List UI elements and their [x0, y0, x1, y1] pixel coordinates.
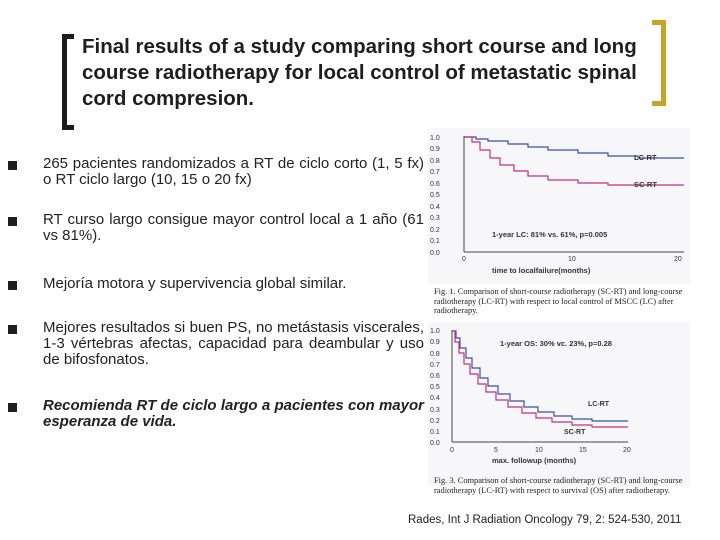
y-tick-label: 0.6	[430, 373, 440, 380]
slide-title: Final results of a study comparing short…	[82, 35, 637, 110]
bullet-text: Recomienda RT de ciclo largo a pacientes…	[43, 397, 424, 430]
y-tick-label: 0.6	[430, 181, 440, 188]
y-tick-label: 0.2	[430, 227, 440, 234]
figure-caption: Fig. 3. Comparison of short-course radio…	[434, 476, 683, 495]
y-tick-label: 0.3	[430, 407, 440, 414]
title-bracket-left	[62, 34, 74, 130]
series-label-sc-rt: SC-RT	[564, 429, 586, 436]
bullet-item: Mejoría motora y supervivencia global si…	[8, 276, 424, 292]
bullet-text: Mejoría motora y supervivencia global si…	[43, 275, 347, 292]
km-plot-local-control: 0.0 0.1 0.2 0.3 0.4 0.5 0.6 0.7 0.8 0.9 …	[430, 135, 684, 275]
y-tick-label: 1.0	[430, 328, 440, 335]
bullet-text: Mejores resultados si buen PS, no metást…	[43, 319, 424, 368]
y-tick-label: 0.0	[430, 440, 440, 447]
annotation: 1-year LC: 81% vs. 61%, p=0.005	[492, 230, 607, 239]
y-tick-label: 0.4	[430, 395, 440, 402]
sc-rt-curve	[464, 136, 684, 186]
y-tick-label: 0.7	[430, 362, 440, 369]
y-tick-label: 0.9	[430, 339, 440, 346]
sc-rt-curve	[452, 330, 628, 428]
y-tick-label: 0.3	[430, 215, 440, 222]
y-tick-label: 0.8	[430, 351, 440, 358]
square-bullet-icon	[8, 281, 17, 290]
y-tick-label: 1.0	[430, 135, 440, 142]
km-plot-overall-survival: 0.0 0.1 0.2 0.3 0.4 0.5 0.6 0.7 0.8 0.9 …	[430, 328, 631, 465]
x-tick-label: 10	[535, 447, 543, 454]
y-tick-label: 0.1	[430, 429, 440, 436]
y-tick-label: 0.5	[430, 192, 440, 199]
x-tick-label: 0	[462, 256, 466, 263]
x-tick-label: 10	[568, 256, 576, 263]
x-axis-label: max. followup (months)	[492, 456, 577, 465]
bullet-item: Recomienda RT de ciclo largo a pacientes…	[8, 398, 424, 430]
series-label-sc-rt: SC-RT	[634, 180, 657, 189]
y-tick-label: 0.8	[430, 158, 440, 165]
x-tick-label: 15	[579, 447, 587, 454]
title-bracket-right	[652, 20, 666, 106]
bullet-text: RT curso largo consigue mayor control lo…	[43, 211, 424, 244]
x-tick-label: 0	[450, 447, 454, 454]
y-tick-label: 0.9	[430, 146, 440, 153]
bullet-item: 265 pacientes randomizados a RT de ciclo…	[8, 156, 424, 188]
lc-rt-curve	[464, 136, 684, 159]
square-bullet-icon	[8, 325, 17, 334]
y-tick-label: 0.1	[430, 238, 440, 245]
series-label-lc-rt: LC-RT	[588, 401, 610, 408]
x-tick-label: 5	[494, 447, 498, 454]
x-tick-label: 20	[623, 447, 631, 454]
bullet-item: Mejores resultados si buen PS, no metást…	[8, 320, 424, 368]
y-tick-label: 0.2	[430, 418, 440, 425]
bullet-text: 265 pacientes randomizados a RT de ciclo…	[43, 155, 424, 188]
y-tick-label: 0.0	[430, 250, 440, 257]
square-bullet-icon	[8, 403, 17, 412]
y-tick-label: 0.4	[430, 204, 440, 211]
figure-local-control: 0.0 0.1 0.2 0.3 0.4 0.5 0.6 0.7 0.8 0.9 …	[428, 128, 690, 284]
y-tick-label: 0.7	[430, 169, 440, 176]
y-tick-label: 0.5	[430, 384, 440, 391]
figure-caption: Fig. 1. Comparison of short-course radio…	[434, 287, 683, 315]
x-tick-label: 20	[674, 256, 682, 263]
annotation: 1-year OS: 30% vc. 23%, p=0.28	[500, 339, 612, 348]
reference-citation: Rades, Int J Radiation Oncology 79, 2: 5…	[408, 514, 682, 526]
x-axis-label: time to localfailure(months)	[492, 266, 591, 275]
square-bullet-icon	[8, 161, 17, 170]
square-bullet-icon	[8, 217, 17, 226]
series-label-lc-rt: LC-RT	[634, 153, 657, 162]
lc-rt-curve	[452, 330, 628, 422]
bullet-item: RT curso largo consigue mayor control lo…	[8, 212, 424, 244]
figure-overall-survival: 0.0 0.1 0.2 0.3 0.4 0.5 0.6 0.7 0.8 0.9 …	[428, 322, 690, 486]
